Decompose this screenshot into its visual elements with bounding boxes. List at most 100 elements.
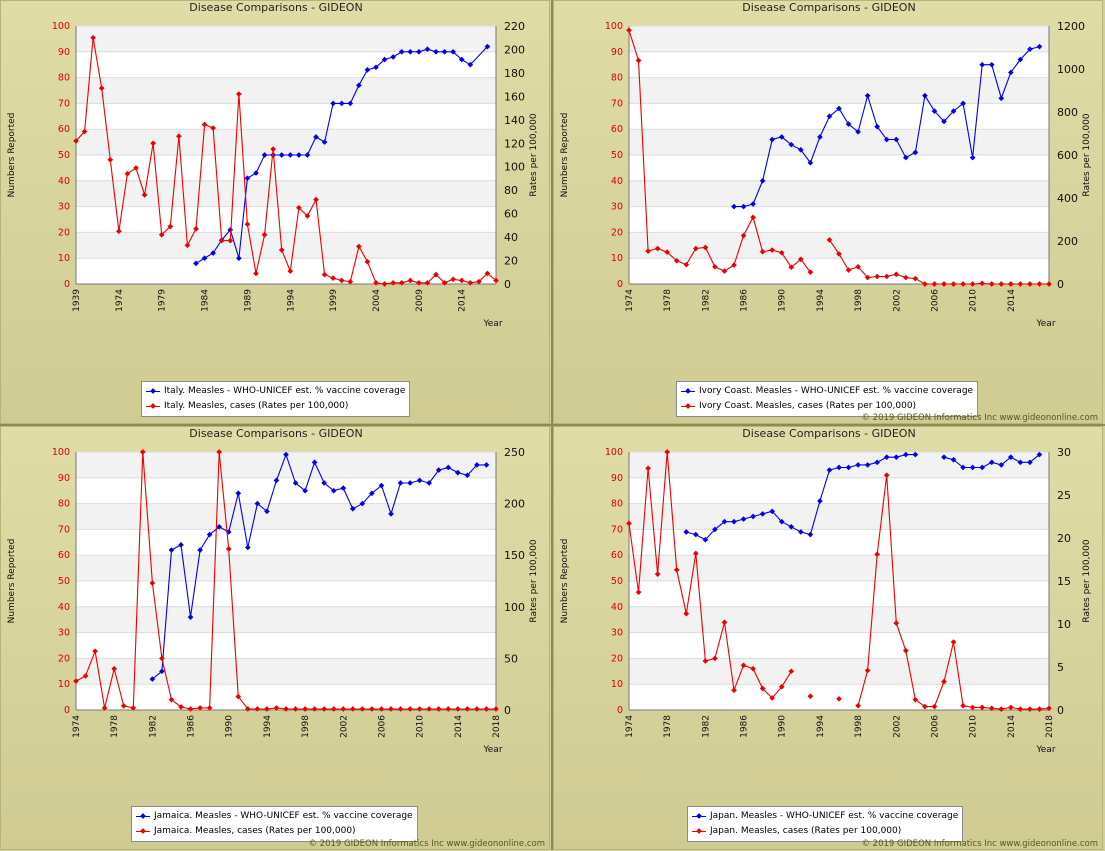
coverage-point xyxy=(941,118,947,125)
grid-band xyxy=(76,129,496,155)
grid-band xyxy=(76,503,496,530)
cases-point xyxy=(296,204,302,211)
y2-tick-label: 150 xyxy=(504,549,525,562)
grid-band xyxy=(76,632,496,659)
chart-title: Disease Comparisons - GIDEON xyxy=(742,1,916,14)
cases-point xyxy=(193,226,199,232)
coverage-point xyxy=(979,464,986,471)
cases-point xyxy=(483,706,490,712)
legend-swatch-blue xyxy=(146,387,160,396)
cases-point xyxy=(864,667,871,674)
coverage-point xyxy=(969,154,976,161)
grid-band xyxy=(629,51,1049,78)
cases-point xyxy=(424,279,431,286)
copyright-text: © 2019 GIDEON Informatics Inc www.gideon… xyxy=(861,413,1098,423)
legend-item-coverage: Italy. Measles - WHO-UNICEF est. % vacci… xyxy=(146,384,405,399)
coverage-point xyxy=(210,250,216,256)
legend-label: Japan. Measles - WHO-UNICEF est. % vacci… xyxy=(710,811,959,821)
y-tick-label: 40 xyxy=(58,602,70,613)
x-tick-label: 2018 xyxy=(492,715,502,738)
cases-point xyxy=(855,263,861,270)
coverage-point xyxy=(330,487,337,494)
cases-point xyxy=(476,278,482,285)
coverage-point xyxy=(244,175,251,182)
y2-tick-label: 50 xyxy=(504,652,518,665)
cases-point xyxy=(107,156,114,163)
chart-plot-jamaica: 0 10 20 30 40 50 60 70 80 90 100 0 50 100 150 200 250 197… xyxy=(7,446,539,755)
grid-band xyxy=(629,658,1049,685)
cases-point xyxy=(467,279,474,286)
grid-band xyxy=(629,206,1049,233)
legend-label: Ivory Coast. Measles - WHO-UNICEF est. %… xyxy=(699,386,974,396)
y-tick-label: 30 xyxy=(58,628,70,639)
cases-point xyxy=(364,258,371,265)
y-tick-label: 40 xyxy=(58,176,70,187)
cases-point xyxy=(969,281,976,287)
y2-axis-label: Rates per 100,000 xyxy=(1082,539,1092,622)
cases-point xyxy=(969,704,976,711)
cases-point xyxy=(347,278,354,285)
coverage-point xyxy=(287,152,294,158)
chart-panel-ivory-coast: Disease Comparisons - GIDEON 0 10 20 30 40 50… xyxy=(553,0,1103,424)
y-tick-label: 30 xyxy=(611,202,623,213)
cases-point xyxy=(378,706,385,712)
cases-point xyxy=(683,610,690,617)
coverage-point xyxy=(817,134,823,140)
cases-point xyxy=(464,706,471,712)
coverage-point xyxy=(883,136,890,143)
y-tick-label: 50 xyxy=(58,576,70,587)
grid-band xyxy=(76,26,496,52)
legend-label: Italy. Measles - WHO-UNICEF est. % vacci… xyxy=(164,386,406,396)
y-axis-label: Numbers Reported xyxy=(560,539,570,624)
grid-band xyxy=(76,606,496,633)
x-tick-label: 1978 xyxy=(110,715,120,738)
chart-panel-japan: Disease Comparisons - GIDEON 0 10 20 30 40 50… xyxy=(553,426,1103,850)
y-tick-label: 90 xyxy=(611,47,623,58)
y-tick-label: 50 xyxy=(611,576,623,587)
y-tick-label: 90 xyxy=(58,473,70,484)
coverage-point xyxy=(845,121,852,127)
x-tick-label: 2004 xyxy=(372,289,382,312)
cases-point xyxy=(941,281,947,287)
cases-point xyxy=(388,706,394,712)
x-tick-label: 1990 xyxy=(225,715,235,738)
coverage-point xyxy=(893,136,900,143)
y-tick-label: 60 xyxy=(611,550,623,561)
chart-legend: Jamaica. Measles - WHO-UNICEF est. % vac… xyxy=(131,806,418,842)
coverage-point xyxy=(797,147,804,153)
x-tick-label: 1974 xyxy=(115,289,125,312)
cases-point xyxy=(998,281,1005,287)
y2-tick-label: 0 xyxy=(1057,704,1064,717)
legend-swatch-blue xyxy=(692,812,706,821)
y2-tick-label: 1200 xyxy=(1057,20,1085,33)
coverage-point xyxy=(874,459,881,466)
cases-point xyxy=(797,256,804,263)
coverage-point xyxy=(296,152,302,158)
cases-point xyxy=(673,566,680,573)
cases-point xyxy=(626,27,632,34)
cases-point xyxy=(493,706,499,712)
cases-point xyxy=(654,571,661,577)
grid-band xyxy=(629,129,1049,155)
cases-point xyxy=(626,520,632,527)
grid-band xyxy=(76,51,496,78)
grid-band xyxy=(629,180,1049,207)
y-tick-label: 20 xyxy=(611,653,623,664)
y-tick-label: 10 xyxy=(58,253,70,264)
legend-label: Italy. Measles, cases (Rates per 100,000… xyxy=(164,401,349,411)
coverage-point xyxy=(278,152,285,158)
x-tick-label: 2006 xyxy=(377,715,387,738)
y-tick-label: 80 xyxy=(611,73,623,84)
grid-band xyxy=(629,26,1049,52)
cases-point xyxy=(922,703,928,710)
grid-band xyxy=(629,503,1049,530)
cases-point xyxy=(92,648,98,655)
x-tick-label: 1984 xyxy=(201,289,211,312)
cases-point xyxy=(912,275,919,282)
cases-point xyxy=(416,279,422,286)
cases-point xyxy=(750,665,756,672)
grid-band xyxy=(629,581,1049,607)
y-tick-label: 80 xyxy=(611,499,623,510)
cases-point xyxy=(373,279,379,286)
cases-point xyxy=(227,237,234,244)
